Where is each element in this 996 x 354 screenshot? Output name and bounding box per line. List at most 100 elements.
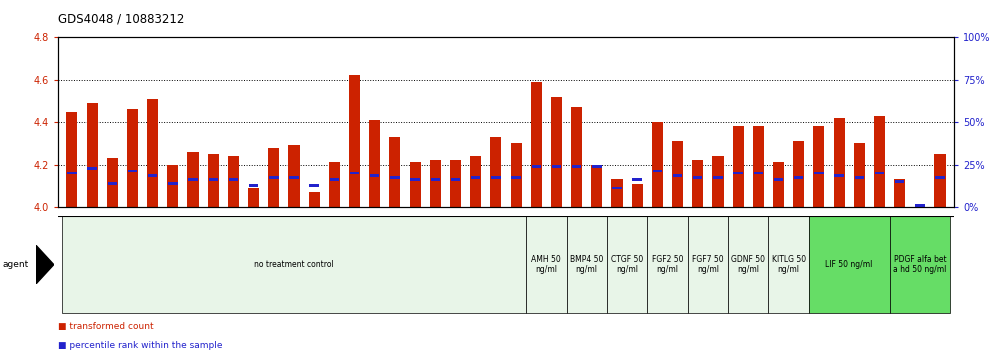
Text: PDGF alfa bet
a hd 50 ng/ml: PDGF alfa bet a hd 50 ng/ml [893, 255, 946, 274]
Bar [289, 145, 300, 207]
Bar [774, 178, 783, 181]
Bar [754, 172, 763, 175]
Bar [874, 172, 884, 175]
Bar [652, 170, 662, 172]
Bar [895, 180, 904, 183]
Text: LIF 50 ng/ml: LIF 50 ng/ml [826, 260, 872, 269]
Text: agent: agent [3, 260, 29, 269]
Bar [834, 118, 845, 207]
Bar [592, 165, 603, 207]
Text: KITLG 50
ng/ml: KITLG 50 ng/ml [772, 255, 806, 274]
Bar [712, 156, 723, 207]
Bar [632, 178, 641, 181]
Bar [769, 216, 809, 313]
Text: FGF7 50
ng/ml: FGF7 50 ng/ml [692, 255, 724, 274]
Text: BMP4 50
ng/ml: BMP4 50 ng/ml [570, 255, 604, 274]
Bar [187, 152, 198, 207]
Bar [814, 172, 824, 175]
Bar [268, 148, 279, 207]
Bar [793, 141, 804, 207]
Bar [647, 216, 687, 313]
Bar [814, 126, 825, 207]
Bar [229, 178, 238, 181]
Bar [148, 174, 157, 177]
Bar [687, 216, 728, 313]
Bar [188, 178, 198, 181]
Bar [612, 179, 622, 207]
Bar [269, 176, 279, 179]
Bar [526, 216, 567, 313]
Bar [370, 120, 380, 207]
Bar [127, 170, 137, 172]
Bar [531, 82, 542, 207]
Bar [532, 165, 541, 168]
Bar [470, 156, 481, 207]
Bar [631, 184, 642, 207]
Bar [753, 126, 764, 207]
Bar [248, 188, 259, 207]
Bar [733, 172, 743, 175]
Bar [208, 178, 218, 181]
Bar [450, 160, 461, 207]
Text: no treatment control: no treatment control [254, 260, 334, 269]
Bar [429, 160, 441, 207]
Bar [551, 97, 562, 207]
Bar [167, 165, 178, 207]
Bar [693, 176, 702, 179]
Bar [692, 160, 703, 207]
Bar [249, 184, 258, 187]
Bar [873, 116, 885, 207]
Bar [935, 176, 945, 179]
Bar [67, 172, 77, 175]
Bar [855, 176, 864, 179]
Bar [733, 126, 744, 207]
Bar [309, 192, 320, 207]
Bar [613, 187, 622, 189]
Bar [147, 99, 158, 207]
Bar [126, 109, 138, 207]
Bar [87, 103, 98, 207]
Bar [310, 184, 319, 187]
Bar [651, 122, 663, 207]
Bar [728, 216, 769, 313]
Bar [894, 179, 905, 207]
Bar [592, 165, 602, 168]
Text: GDS4048 / 10883212: GDS4048 / 10883212 [58, 12, 184, 25]
Text: ■ percentile rank within the sample: ■ percentile rank within the sample [58, 342, 222, 350]
Text: GDNF 50
ng/ml: GDNF 50 ng/ml [731, 255, 765, 274]
Bar [607, 216, 647, 313]
Bar [835, 174, 844, 177]
Text: AMH 50
ng/ml: AMH 50 ng/ml [532, 255, 561, 274]
Bar [451, 178, 460, 181]
Bar [168, 182, 177, 185]
Bar [471, 176, 480, 179]
Bar [349, 75, 361, 207]
Bar [672, 141, 683, 207]
Bar [491, 176, 501, 179]
Bar [228, 156, 239, 207]
Text: FGF2 50
ng/ml: FGF2 50 ng/ml [651, 255, 683, 274]
Bar [350, 172, 360, 175]
Bar [67, 112, 78, 207]
Bar [490, 137, 501, 207]
Bar [571, 107, 583, 207]
Bar [713, 176, 723, 179]
Bar [409, 162, 420, 207]
Text: ■ transformed count: ■ transformed count [58, 322, 153, 331]
Bar [915, 204, 924, 207]
Bar [511, 176, 521, 179]
Bar [410, 178, 420, 181]
Bar [809, 216, 889, 313]
Bar [430, 178, 440, 181]
Bar [329, 162, 340, 207]
Bar [62, 216, 526, 313]
Bar [107, 158, 118, 207]
Bar [208, 154, 219, 207]
Bar [108, 182, 117, 185]
Bar [389, 137, 400, 207]
Bar [889, 216, 950, 313]
Bar [552, 165, 561, 168]
Bar [511, 143, 522, 207]
Bar [934, 154, 945, 207]
Bar [330, 178, 339, 181]
